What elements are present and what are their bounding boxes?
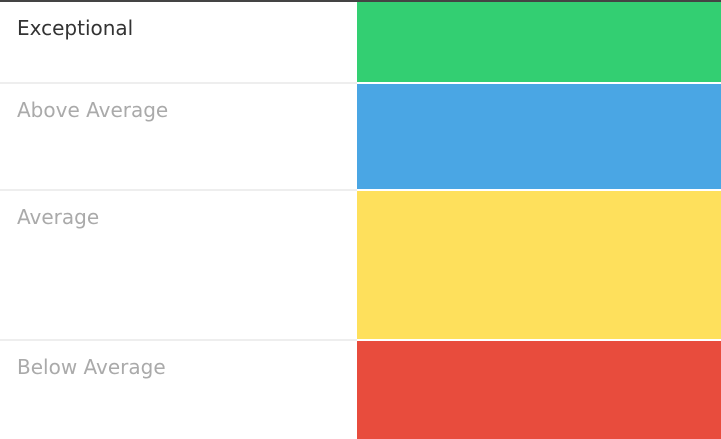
separator [0,82,357,84]
rating-row[interactable]: Average [0,191,721,341]
rating-label: Above Average [17,98,169,122]
rating-label: Exceptional [17,16,134,40]
rating-row[interactable]: Above Average [0,84,721,191]
rating-row[interactable]: Exceptional [0,2,721,84]
color-block [357,341,721,439]
rating-row[interactable]: Below Average [0,341,721,439]
separator [0,339,357,341]
color-block [357,84,721,189]
separator [0,189,357,191]
rating-label: Below Average [17,355,166,379]
color-block [357,2,721,82]
color-block [357,191,721,339]
rating-label: Average [17,205,100,229]
